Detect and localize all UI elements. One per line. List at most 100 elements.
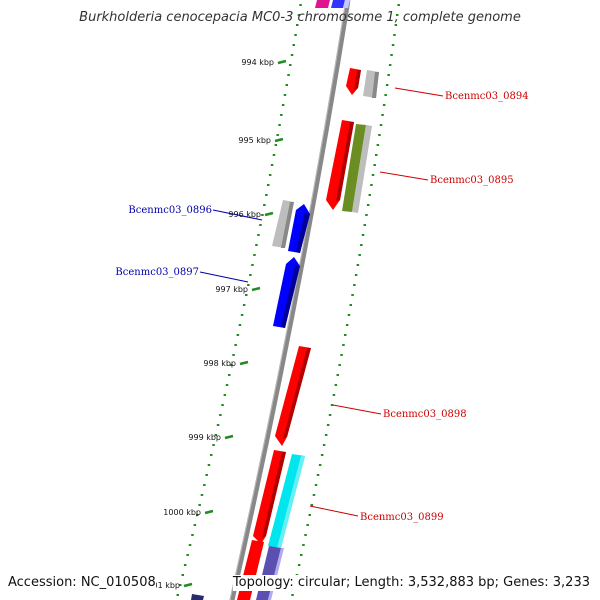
outer-track-dot [393,34,396,36]
inner-track-dot [210,454,213,456]
gene-labels: Bcenmc03_0894 Bcenmc03_0895 Bcenmc03_089… [115,91,528,523]
gene-label-0894[interactable]: Bcenmc03_0894 [445,91,529,102]
inner-track-dot [253,254,256,256]
outer-track-dot [363,224,366,226]
topology-text: Topology: circular; Length: 3,532,883 bp… [232,575,590,591]
scale-tick-label: 1000 kbp [163,508,201,517]
outer-track-dot [318,464,322,466]
scale-tick-label: 994 kbp [241,58,274,67]
bottom-dark-feature [191,594,204,600]
inner-track-dot [234,344,237,346]
outer-track-dot [390,54,393,56]
outer-track-dot [300,554,303,556]
outer-track-dot [344,334,347,336]
outer-track-dot [397,4,400,6]
inner-track-dot [287,74,290,76]
magenta-feature [315,0,330,8]
scale-tick [274,137,284,143]
inner-track-dot [230,364,233,366]
gene-label-0895[interactable]: Bcenmc03_0895 [430,175,514,186]
gene-0895-shade [336,122,354,202]
outer-track-dot [387,74,390,76]
gene-0899-shade [262,452,286,538]
outer-track-dot [394,24,398,26]
outer-track-dot [332,394,336,396]
gene-label-0897[interactable]: Bcenmc03_0897 [115,267,199,278]
outer-track-dot [396,14,399,16]
gene-0896-shade [296,212,310,253]
outer-track-dot [349,304,352,306]
inner-track-dot [274,144,278,146]
outer-track-dot [391,44,395,46]
inner-track-dot [281,104,285,106]
gene-0898-shade [283,348,311,439]
outer-track-dot [334,384,338,386]
inner-track-dot [200,494,204,496]
inner-track-dot [196,514,199,516]
lavender-top-feature [343,0,350,8]
leader-0894 [394,87,444,97]
leader-0897 [199,271,249,283]
scale-tick-label: 996 kbp [228,210,261,219]
inner-track-dot [265,194,268,196]
outer-track-dot [324,434,328,436]
leader-0898 [332,404,382,415]
gene-label-0899[interactable]: Bcenmc03_0899 [360,512,444,523]
inner-track-dot [261,214,264,216]
backbone-highlight [229,0,347,600]
outer-track-dot [353,284,356,286]
outer-track-dot [302,544,305,546]
outer-track-dot [320,454,324,456]
outer-track-dot [304,534,307,536]
outer-track-dot [342,344,345,346]
backbone-line [229,0,351,600]
blue-top-feature [331,0,345,8]
inner-track-dot [191,534,194,536]
scale-tick-label: 995 kbp [238,136,271,145]
outer-track-dot [316,474,320,476]
inner-track-dot [245,294,248,296]
inner-track-dot [249,274,252,276]
inner-track-dot [203,484,206,486]
inner-track-dot [255,244,258,246]
features [191,0,379,600]
scale-tick-label: 999 kbp [188,433,221,442]
outer-track-dot [328,414,332,416]
outer-track-dot [365,214,368,216]
inner-track-dot [228,374,231,376]
label-leaders [199,87,444,517]
outer-track-dot [310,504,314,506]
outer-track-dot [354,274,358,276]
leader-0896 [212,209,263,221]
inner-track-dot [251,264,254,266]
inner-track-dot [259,224,262,226]
outer-track-dot [351,294,354,296]
gene-0896-gray-edge [281,202,294,248]
inner-track-dot [285,84,288,86]
outer-dotted-track [291,4,400,596]
inner-track-dot [270,164,274,166]
outer-track-dot [312,494,316,496]
scale-tick-label: 998 kbp [203,359,236,368]
gene-label-0896[interactable]: Bcenmc03_0896 [128,205,212,216]
outer-track-dot [308,514,311,516]
inner-track-dot [205,474,208,476]
outer-track-dot [306,524,309,526]
gene-0894-shade [354,70,361,90]
inner-track-dot [299,4,302,6]
outer-track-dot [291,594,294,596]
gene-0897-shade [281,266,300,328]
outer-track-dot [371,174,375,176]
inner-track-dot [219,414,222,416]
inner-track-dot [214,434,218,436]
inner-track-dot [236,334,240,336]
outer-track-dot [384,94,387,96]
inner-track-dot [283,94,287,96]
outer-track-dot [385,84,389,86]
outer-track-dot [336,374,339,376]
outer-track-dot [378,134,381,136]
gene-label-0898[interactable]: Bcenmc03_0898 [383,409,467,420]
inner-track-dot [289,64,292,66]
inner-track-dot [216,424,220,426]
